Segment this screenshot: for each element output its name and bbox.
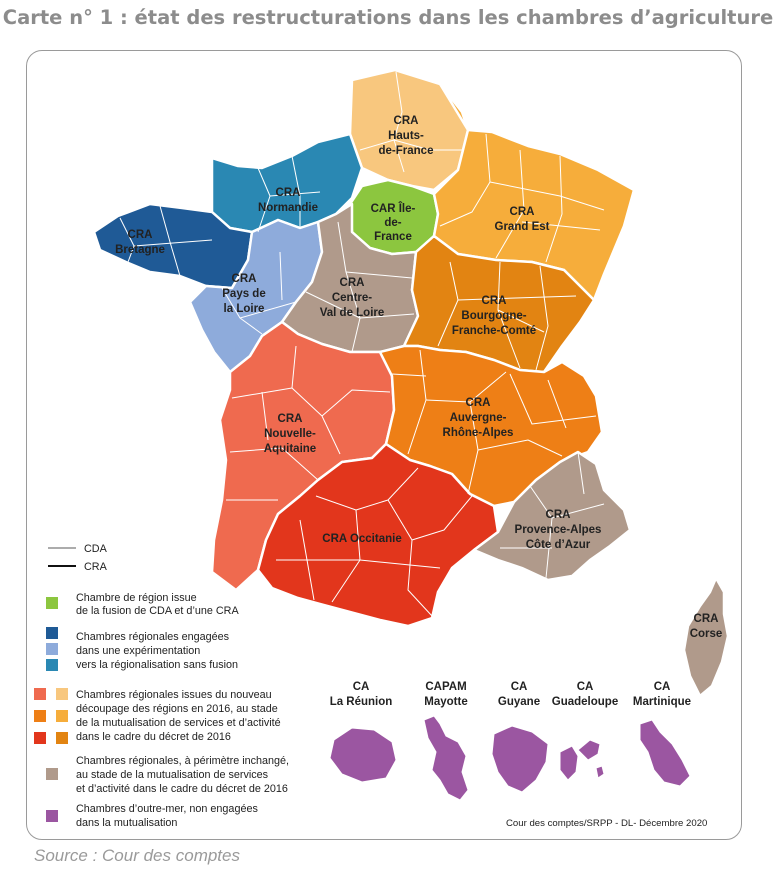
legend-g1-l1: Chambre de région issue bbox=[76, 592, 197, 604]
label-hauts-l1: CRA bbox=[394, 115, 419, 127]
swatch-orange bbox=[34, 710, 46, 722]
swatch-dark-blue bbox=[46, 627, 58, 639]
label-cvl-l3: Val de Loire bbox=[320, 307, 385, 319]
label-paca-l2: Provence-Alpes bbox=[515, 524, 602, 536]
label-pdl-l3: la Loire bbox=[224, 303, 265, 315]
label-bfc-l2: Bourgogne- bbox=[461, 310, 526, 322]
swatch-taupe bbox=[46, 768, 58, 780]
legend-g2-l2: dans une expérimentation bbox=[76, 645, 200, 657]
cda-borders bbox=[119, 71, 605, 617]
label-cvl-l2: Centre- bbox=[332, 292, 372, 304]
label-bretagne-l2: Bretagne bbox=[115, 244, 165, 256]
legend-g5-l2: dans la mutualisation bbox=[76, 817, 177, 829]
label-bfc-l3: Franche-Comté bbox=[452, 325, 536, 337]
overseas-labels: CA La Réunion CAPAM Mayotte CA Guyane CA… bbox=[330, 681, 691, 708]
legend-g3-l4: dans le cadre du décret de 2016 bbox=[76, 731, 231, 743]
swatch-red bbox=[34, 732, 46, 744]
legend-g1-l2: de la fusion de CDA et d’une CRA bbox=[76, 605, 239, 617]
swatch-yellow-orange bbox=[56, 710, 68, 722]
label-na-l2: Nouvelle- bbox=[264, 428, 316, 440]
label-normandie-l1: CRA bbox=[276, 187, 301, 199]
legend-g5-l1: Chambres d’outre-mer, non engagées bbox=[76, 803, 258, 815]
label-hauts-l2: Hauts- bbox=[388, 130, 424, 142]
region-corse[interactable] bbox=[682, 576, 730, 698]
source-note: Source : Cour des comptes bbox=[34, 846, 240, 865]
label-ara-l3: Rhône-Alpes bbox=[443, 427, 514, 439]
map-credit: Cour des comptes/SRPP - DL- Décembre 202… bbox=[506, 818, 708, 829]
legend-cda: CDA bbox=[84, 543, 108, 555]
region-mayotte[interactable] bbox=[423, 715, 469, 801]
label-paca-l1: CRA bbox=[546, 509, 571, 521]
label-bfc-l1: CRA bbox=[482, 295, 507, 307]
label-guadeloupe-l2: Guadeloupe bbox=[552, 696, 618, 708]
swatch-green bbox=[46, 597, 58, 609]
label-cvl-l1: CRA bbox=[340, 277, 365, 289]
label-na-l3: Aquitaine bbox=[264, 443, 316, 455]
region-la-reunion[interactable] bbox=[329, 727, 397, 783]
label-corse-l2: Corse bbox=[690, 628, 723, 640]
legend-g3-l2: découpage des régions en 2016, au stade bbox=[76, 703, 278, 715]
label-reunion-l1: CA bbox=[353, 681, 370, 693]
map-frame bbox=[26, 50, 742, 840]
label-ara-l2: Auvergne- bbox=[450, 412, 507, 424]
label-grandest-l1: CRA bbox=[510, 206, 535, 218]
swatch-light-orange bbox=[56, 688, 68, 700]
region-occitanie[interactable] bbox=[256, 442, 500, 628]
label-mayotte-l1: CAPAM bbox=[425, 681, 466, 693]
label-martinique-l2: Martinique bbox=[633, 696, 691, 708]
label-mayotte-l2: Mayotte bbox=[424, 696, 467, 708]
label-martinique-l1: CA bbox=[654, 681, 671, 693]
label-idf-l2: de- bbox=[384, 217, 401, 229]
label-reunion-l2: La Réunion bbox=[330, 696, 393, 708]
label-idf-l3: France bbox=[374, 231, 412, 243]
legend-g3-l1: Chambres régionales issues du nouveau bbox=[76, 689, 272, 701]
legend-g4-l3: et d’activité dans le cadre du décret de… bbox=[76, 783, 288, 795]
label-ara-l1: CRA bbox=[466, 397, 491, 409]
label-bretagne-l1: CRA bbox=[128, 229, 153, 241]
swatch-light-blue bbox=[46, 643, 58, 655]
region-labels: CRA Hauts- de-France CRA Normandie CAR Î… bbox=[115, 115, 722, 640]
map-title: Carte n° 1 : état des restructurations d… bbox=[2, 6, 774, 29]
label-grandest-l2: Grand Est bbox=[495, 221, 550, 233]
label-corse-l1: CRA bbox=[694, 613, 719, 625]
region-guadeloupe-islet[interactable] bbox=[595, 765, 605, 779]
label-paca-l3: Côte d’Azur bbox=[526, 539, 591, 551]
label-hauts-l3: de-France bbox=[379, 145, 434, 157]
region-guadeloupe-east[interactable] bbox=[577, 739, 601, 761]
swatch-purple bbox=[46, 810, 58, 822]
region-martinique[interactable] bbox=[639, 719, 691, 787]
label-pdl-l2: Pays de bbox=[222, 288, 265, 300]
swatch-dark-orange bbox=[56, 732, 68, 744]
region-guyane[interactable] bbox=[491, 725, 549, 793]
legend-g2-l3: vers la régionalisation sans fusion bbox=[76, 659, 238, 671]
label-pdl-l1: CRA bbox=[232, 273, 257, 285]
legend-g2-l1: Chambres régionales engagées bbox=[76, 631, 230, 643]
legend-g4-l1: Chambres régionales, à périmètre inchang… bbox=[76, 755, 289, 767]
label-na-l1: CRA bbox=[278, 413, 303, 425]
label-guyane-l2: Guyane bbox=[498, 696, 540, 708]
label-guadeloupe-l1: CA bbox=[577, 681, 594, 693]
label-idf-l1: CAR Île- bbox=[371, 202, 416, 215]
legend-cra: CRA bbox=[84, 561, 108, 573]
label-guyane-l1: CA bbox=[511, 681, 528, 693]
legend-g4-l2: au stade de la mutualisation de services bbox=[76, 769, 269, 781]
label-normandie-l2: Normandie bbox=[258, 202, 318, 214]
legend: CDA CRA Chambre de région issue de la fu… bbox=[34, 543, 289, 829]
legend-g3-l3: de la mutualisation de services et d’act… bbox=[76, 717, 281, 729]
swatch-teal bbox=[46, 659, 58, 671]
swatch-salmon bbox=[34, 688, 46, 700]
region-guadeloupe-west[interactable] bbox=[559, 745, 579, 781]
label-occitanie: CRA Occitanie bbox=[322, 533, 401, 545]
